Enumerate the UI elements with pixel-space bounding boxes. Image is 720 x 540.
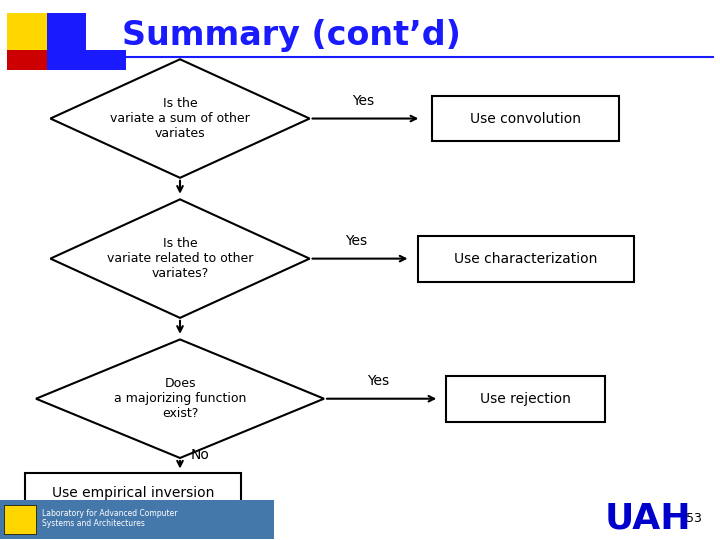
- Polygon shape: [50, 199, 310, 318]
- FancyBboxPatch shape: [4, 505, 36, 535]
- FancyBboxPatch shape: [7, 14, 47, 51]
- Text: UAH: UAH: [605, 501, 691, 535]
- FancyBboxPatch shape: [25, 473, 241, 513]
- Text: Summary (cont’d): Summary (cont’d): [122, 18, 462, 51]
- Text: Yes: Yes: [367, 374, 389, 388]
- Text: Laboratory for Advanced Computer
Systems and Architectures: Laboratory for Advanced Computer Systems…: [42, 509, 177, 528]
- Text: Use convolution: Use convolution: [470, 112, 581, 125]
- Polygon shape: [50, 59, 310, 178]
- Text: Yes: Yes: [346, 234, 367, 248]
- FancyBboxPatch shape: [47, 50, 126, 70]
- FancyBboxPatch shape: [418, 236, 634, 281]
- Text: Use characterization: Use characterization: [454, 252, 598, 266]
- FancyBboxPatch shape: [0, 500, 274, 539]
- FancyBboxPatch shape: [47, 14, 86, 51]
- Text: Is the
variate related to other
variates?: Is the variate related to other variates…: [107, 237, 253, 280]
- Text: Does
a majorizing function
exist?: Does a majorizing function exist?: [114, 377, 246, 420]
- FancyBboxPatch shape: [7, 50, 47, 70]
- FancyBboxPatch shape: [446, 376, 605, 422]
- Text: No: No: [191, 448, 210, 462]
- Text: Use empirical inversion: Use empirical inversion: [52, 486, 215, 500]
- Text: Is the
variate a sum of other
variates: Is the variate a sum of other variates: [110, 97, 250, 140]
- Text: Yes: Yes: [353, 94, 374, 108]
- Text: Use rejection: Use rejection: [480, 392, 571, 406]
- FancyBboxPatch shape: [432, 96, 619, 141]
- Text: 53: 53: [686, 512, 702, 525]
- Polygon shape: [36, 340, 324, 458]
